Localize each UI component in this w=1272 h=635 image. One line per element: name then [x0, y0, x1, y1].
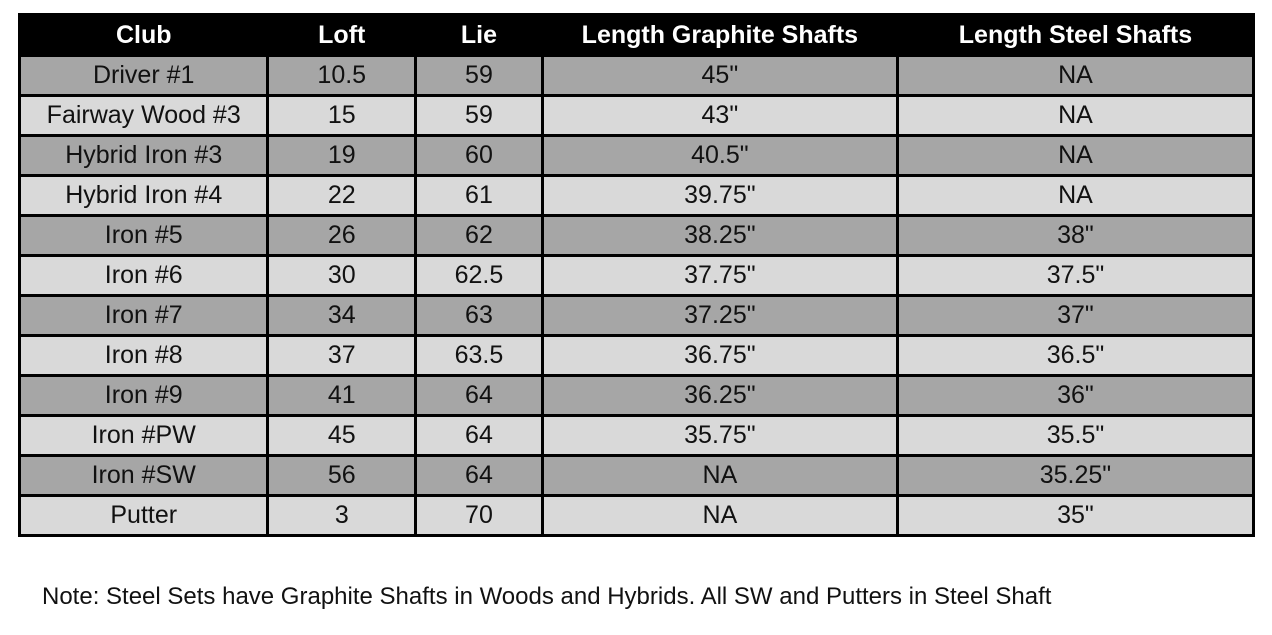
cell-loft: 45	[266, 414, 418, 457]
cell-graphite-length: 40.5"	[540, 134, 899, 177]
cell-graphite-length: 35.75"	[540, 414, 899, 457]
cell-lie: 63	[414, 294, 544, 337]
table-row: Driver #1 10.5 59 45" NA	[17, 54, 1256, 97]
cell-lie: 59	[414, 54, 544, 97]
cell-steel-length: 35"	[895, 494, 1256, 537]
cell-loft: 26	[266, 214, 418, 257]
cell-loft: 15	[266, 94, 418, 137]
header-club: Club	[17, 13, 270, 57]
table-row: Iron #7 34 63 37.25" 37"	[17, 294, 1256, 337]
cell-graphite-length: 45"	[540, 54, 899, 97]
table-row: Iron #9 41 64 36.25" 36"	[17, 374, 1256, 417]
cell-steel-length: NA	[895, 174, 1256, 217]
cell-loft: 3	[266, 494, 418, 537]
cell-loft: 10.5	[266, 54, 418, 97]
cell-graphite-length: NA	[540, 454, 899, 497]
table-row: Fairway Wood #3 15 59 43" NA	[17, 94, 1256, 137]
cell-steel-length: 38"	[895, 214, 1256, 257]
cell-graphite-length: 43"	[540, 94, 899, 137]
cell-steel-length: NA	[895, 94, 1256, 137]
cell-steel-length: 36"	[895, 374, 1256, 417]
cell-steel-length: 36.5"	[895, 334, 1256, 377]
cell-graphite-length: NA	[540, 494, 899, 537]
table-row: Iron #5 26 62 38.25" 38"	[17, 214, 1256, 257]
cell-graphite-length: 36.25"	[540, 374, 899, 417]
cell-steel-length: NA	[895, 54, 1256, 97]
cell-club: Iron #7	[17, 294, 270, 337]
cell-lie: 59	[414, 94, 544, 137]
cell-lie: 64	[414, 414, 544, 457]
cell-lie: 62	[414, 214, 544, 257]
cell-club: Iron #6	[17, 254, 270, 297]
cell-club: Iron #PW	[17, 414, 270, 457]
table-row: Iron #SW 56 64 NA 35.25"	[17, 454, 1256, 497]
cell-club: Putter	[17, 494, 270, 537]
cell-graphite-length: 37.75"	[540, 254, 899, 297]
cell-steel-length: 37.5"	[895, 254, 1256, 297]
table-row: Hybrid Iron #3 19 60 40.5" NA	[17, 134, 1256, 177]
cell-club: Iron #8	[17, 334, 270, 377]
cell-lie: 60	[414, 134, 544, 177]
cell-club: Hybrid Iron #4	[17, 174, 270, 217]
cell-steel-length: 35.5"	[895, 414, 1256, 457]
cell-lie: 62.5	[414, 254, 544, 297]
cell-steel-length: 37"	[895, 294, 1256, 337]
cell-graphite-length: 39.75"	[540, 174, 899, 217]
table-row: Iron #PW 45 64 35.75" 35.5"	[17, 414, 1256, 457]
header-lie: Lie	[414, 13, 544, 57]
footnote: Note: Steel Sets have Graphite Shafts in…	[42, 583, 1052, 610]
cell-steel-length: NA	[895, 134, 1256, 177]
cell-graphite-length: 36.75"	[540, 334, 899, 377]
cell-club: Iron #SW	[17, 454, 270, 497]
cell-loft: 37	[266, 334, 418, 377]
header-loft: Loft	[266, 13, 418, 57]
header-graphite-length: Length Graphite Shafts	[540, 13, 899, 57]
cell-loft: 56	[266, 454, 418, 497]
cell-loft: 22	[266, 174, 418, 217]
cell-club: Hybrid Iron #3	[17, 134, 270, 177]
cell-loft: 19	[266, 134, 418, 177]
table-row: Iron #6 30 62.5 37.75" 37.5"	[17, 254, 1256, 297]
cell-lie: 61	[414, 174, 544, 217]
cell-lie: 63.5	[414, 334, 544, 377]
table-row: Putter 3 70 NA 35"	[17, 494, 1256, 537]
cell-lie: 70	[414, 494, 544, 537]
cell-graphite-length: 38.25"	[540, 214, 899, 257]
cell-lie: 64	[414, 374, 544, 417]
table-row: Iron #8 37 63.5 36.75" 36.5"	[17, 334, 1256, 377]
header-row: Club Loft Lie Length Graphite Shafts Len…	[17, 13, 1256, 57]
cell-club: Iron #9	[17, 374, 270, 417]
cell-club: Driver #1	[17, 54, 270, 97]
cell-loft: 41	[266, 374, 418, 417]
table-row: Hybrid Iron #4 22 61 39.75" NA	[17, 174, 1256, 217]
cell-club: Fairway Wood #3	[17, 94, 270, 137]
cell-loft: 30	[266, 254, 418, 297]
club-specs-table: Club Loft Lie Length Graphite Shafts Len…	[17, 13, 1256, 537]
cell-loft: 34	[266, 294, 418, 337]
cell-club: Iron #5	[17, 214, 270, 257]
cell-graphite-length: 37.25"	[540, 294, 899, 337]
cell-lie: 64	[414, 454, 544, 497]
cell-steel-length: 35.25"	[895, 454, 1256, 497]
header-steel-length: Length Steel Shafts	[895, 13, 1256, 57]
